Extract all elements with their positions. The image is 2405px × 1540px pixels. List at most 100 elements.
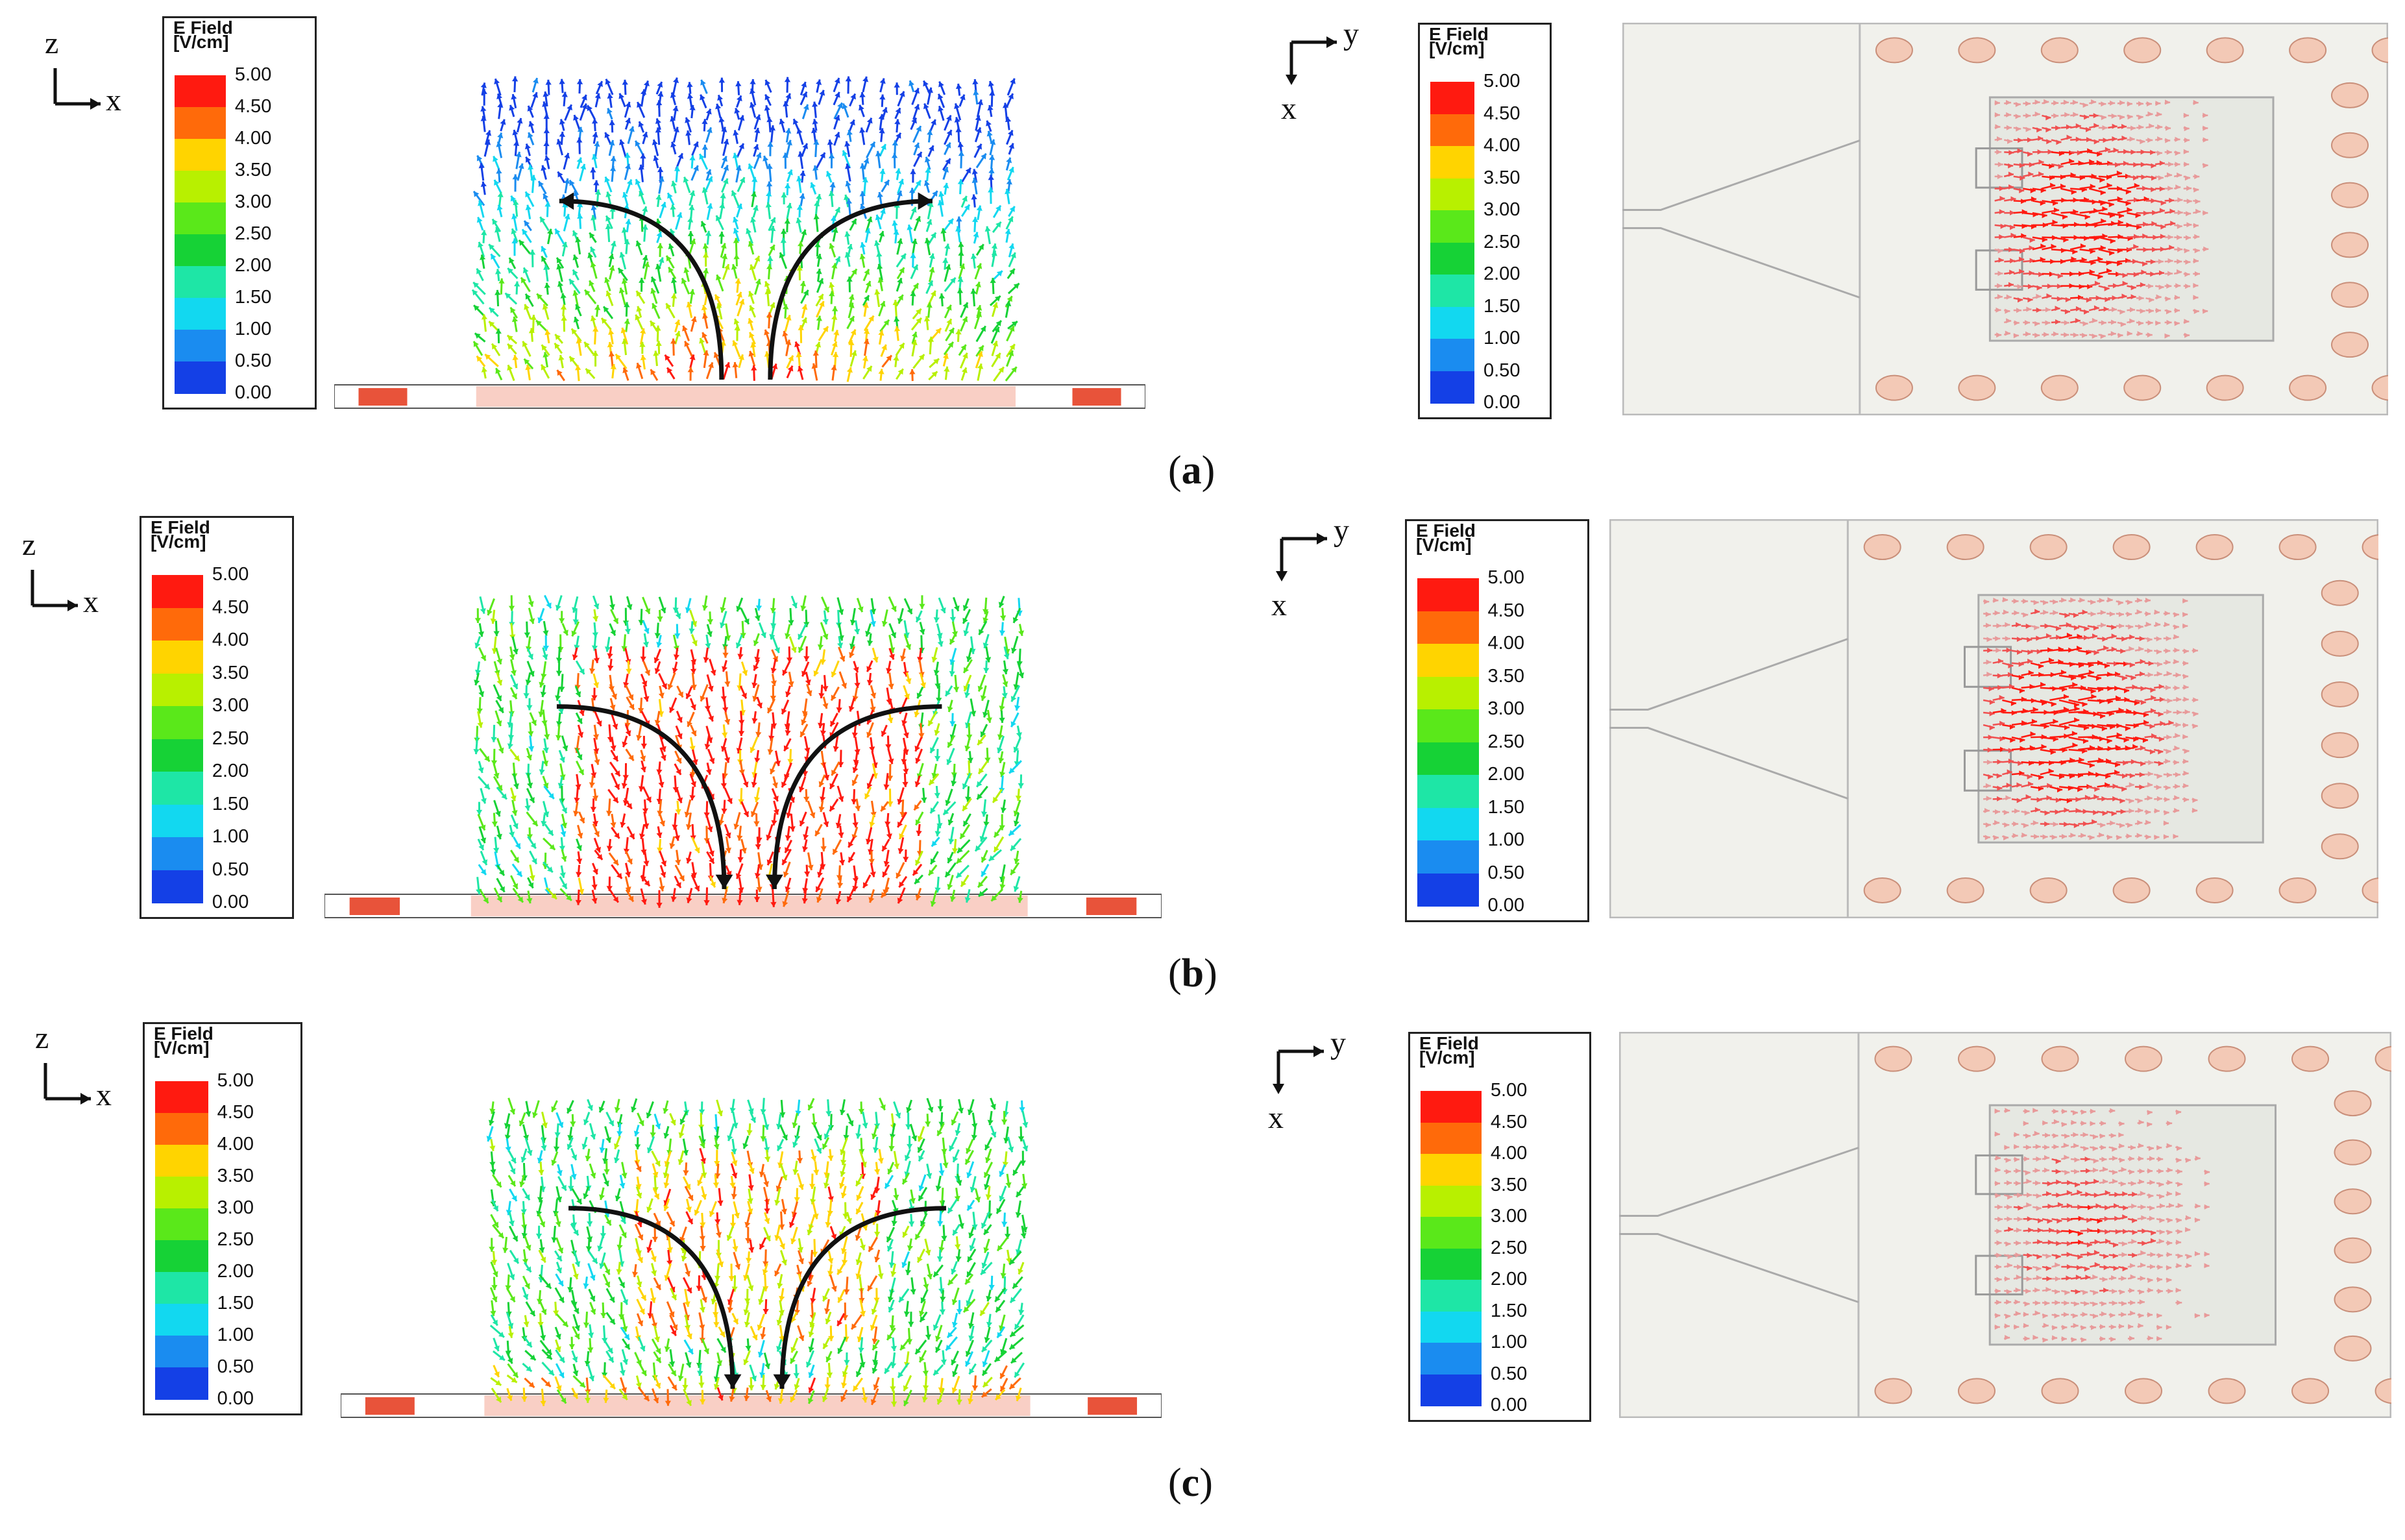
legend-swatch xyxy=(1430,275,1474,308)
legend-swatch xyxy=(1421,1311,1482,1343)
legend-swatch xyxy=(1417,644,1479,678)
legend-title-line2: [V/cm] xyxy=(151,532,206,552)
side-axis-triad xyxy=(31,570,78,611)
legend-swatch xyxy=(1421,1185,1482,1217)
legend-tick-label: 3.50 xyxy=(1487,665,1524,687)
legend-tick-label: 4.00 xyxy=(234,128,272,149)
legend-tick-label: 5.00 xyxy=(212,564,249,585)
legend-swatch xyxy=(1421,1374,1482,1406)
top-view-field-plot xyxy=(1619,1032,2391,1418)
legend-tick-label: 5.00 xyxy=(1483,71,1520,92)
legend-tick-label: 1.00 xyxy=(212,826,249,847)
legend-swatch xyxy=(1430,146,1474,179)
legend-tick-label: 1.50 xyxy=(217,1293,254,1314)
legend-tick-label: 2.00 xyxy=(1490,1269,1528,1289)
legend-swatch xyxy=(1430,242,1474,275)
legend-swatch xyxy=(1417,840,1479,874)
top-legend: E Field [V/cm] 5.00 4.50 4.00 3.50 3.00 2.50 2.0… xyxy=(1418,23,1552,419)
legend-swatch xyxy=(155,1240,208,1273)
legend-tick-label: 2.50 xyxy=(1490,1237,1528,1258)
legend-tick-label: 2.50 xyxy=(212,727,249,749)
legend-title-line2: [V/cm] xyxy=(154,1038,210,1058)
legend-swatch xyxy=(1417,742,1479,776)
legend-title-line2: [V/cm] xyxy=(173,32,229,52)
panel-caption: (c) xyxy=(1168,1460,1213,1506)
legend-swatch xyxy=(1430,371,1474,404)
legend-tick-label: 4.50 xyxy=(212,596,249,618)
legend-swatch xyxy=(152,673,203,707)
legend-tick-label: 0.50 xyxy=(1483,360,1520,381)
legend-tick-label: 1.00 xyxy=(217,1325,254,1345)
side-view-field-plot xyxy=(341,1097,1162,1418)
legend-tick-label: 3.00 xyxy=(1490,1206,1528,1227)
legend-tick-label: 0.00 xyxy=(212,892,249,912)
legend-tick-label: 4.50 xyxy=(217,1102,254,1123)
legend-swatch xyxy=(152,804,203,838)
legend-tick-label: 1.00 xyxy=(1490,1332,1528,1352)
side-axis-vertical-label: z xyxy=(22,528,36,562)
legend-title-line2: [V/cm] xyxy=(1416,535,1472,555)
caption-open: ( xyxy=(1168,1461,1182,1505)
top-view-field-plot xyxy=(1609,519,2378,918)
top-axis-vertical-label: x xyxy=(1268,1101,1284,1135)
top-axis-triad xyxy=(1276,533,1327,581)
legend-tick-label: 4.00 xyxy=(1487,633,1524,654)
legend-tick-label: 1.00 xyxy=(1487,829,1524,850)
legend-tick-label: 4.00 xyxy=(212,629,249,650)
legend-title: E Field [V/cm] xyxy=(1419,1033,1479,1068)
legend-tick-label: 0.00 xyxy=(217,1388,254,1409)
legend-swatch xyxy=(175,202,226,235)
legend-tick-label: 4.00 xyxy=(1490,1143,1528,1164)
side-axis-triad xyxy=(43,1063,91,1105)
legend-swatch xyxy=(155,1336,208,1368)
legend-title-line1: E Field xyxy=(1419,1033,1479,1053)
legend-title: E Field [V/cm] xyxy=(1416,522,1476,555)
legend-tick-label: 2.50 xyxy=(217,1229,254,1250)
legend-tick-label: 0.50 xyxy=(234,350,272,371)
legend-swatch xyxy=(175,139,226,171)
caption-close: ) xyxy=(1199,1461,1213,1505)
legend-tick-label: 1.50 xyxy=(1487,796,1524,818)
side-legend: E Field [V/cm] 5.00 4.50 4.00 3.50 3.00 2.50 2.0… xyxy=(140,516,294,919)
legend-tick-label: 1.50 xyxy=(1483,295,1520,317)
side-axis-triad xyxy=(53,68,101,110)
legend-swatch xyxy=(1430,306,1474,339)
legend-title-line2: [V/cm] xyxy=(1429,38,1485,58)
legend-swatch xyxy=(175,234,226,267)
top-axis-triad xyxy=(1286,36,1337,85)
legend-tick-label: 0.00 xyxy=(1487,895,1524,916)
caption-open: ( xyxy=(1168,448,1182,493)
legend-title-line1: E Field xyxy=(151,517,210,537)
legend-tick-label: 0.50 xyxy=(217,1356,254,1377)
caption-close: ) xyxy=(1201,448,1215,493)
legend-swatch xyxy=(1430,82,1474,115)
legend-tick-label: 2.00 xyxy=(1483,263,1520,284)
legend-title-line1: E Field xyxy=(154,1023,214,1044)
legend-swatch xyxy=(152,837,203,871)
legend-swatch xyxy=(152,607,203,641)
legend-swatch xyxy=(1417,611,1479,644)
legend-tick-label: 3.50 xyxy=(1483,167,1520,188)
legend-tick-label: 1.50 xyxy=(212,793,249,814)
legend-title-line1: E Field xyxy=(173,18,233,38)
legend-swatch xyxy=(1421,1154,1482,1186)
top-axis-triad xyxy=(1273,1045,1324,1094)
legend-swatch xyxy=(1417,709,1479,743)
legend-swatch xyxy=(1417,578,1479,612)
panel-caption: (b) xyxy=(1168,951,1217,997)
legend-tick-label: 0.00 xyxy=(1483,392,1520,413)
legend-title-line2: [V/cm] xyxy=(1419,1047,1475,1068)
legend-tick-label: 3.50 xyxy=(217,1166,254,1186)
top-axis-horizontal-label: y xyxy=(1330,1026,1346,1060)
legend-swatch xyxy=(1417,775,1479,809)
legend-swatch xyxy=(1421,1343,1482,1375)
legend-tick-label: 0.00 xyxy=(1490,1395,1528,1415)
legend-tick-label: 2.00 xyxy=(1487,764,1524,785)
legend-swatch xyxy=(155,1208,208,1241)
legend-tick-label: 4.00 xyxy=(217,1134,254,1155)
legend-tick-label: 1.00 xyxy=(234,319,272,339)
legend-swatch xyxy=(155,1113,208,1145)
legend-tick-label: 2.50 xyxy=(1483,231,1520,252)
legend-tick-label: 4.50 xyxy=(1483,103,1520,124)
